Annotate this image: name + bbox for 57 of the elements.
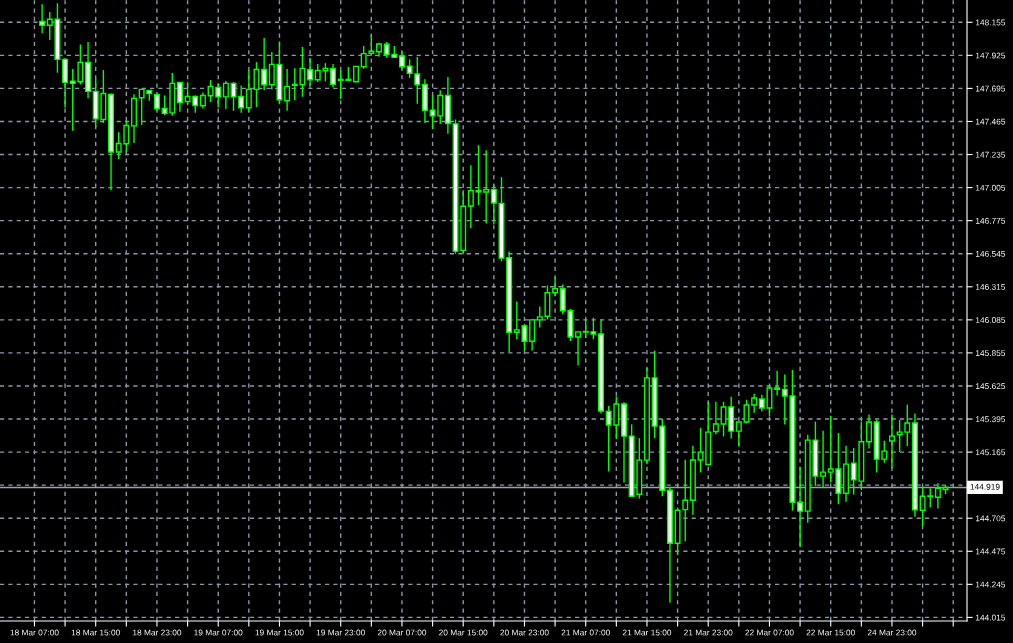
candlestick — [176, 81, 183, 113]
candlestick — [682, 459, 689, 542]
y-tick-label: 145.625 — [975, 383, 1006, 390]
candlestick — [284, 68, 291, 112]
x-tick-label: 18 Mar 15:00 — [71, 629, 120, 636]
y-tick-label: 144.245 — [975, 581, 1006, 588]
candlestick — [934, 482, 941, 510]
candlestick — [222, 80, 229, 110]
y-tick-label: 144.705 — [975, 515, 1006, 522]
x-tick-label: 18 Mar 07:00 — [10, 629, 59, 636]
candlestick — [774, 370, 781, 397]
y-tick-label: 147.695 — [975, 85, 1006, 92]
candlestick — [866, 413, 872, 450]
y-tick-label: 144.475 — [975, 548, 1006, 555]
x-tick-label: 22 Mar 15:00 — [806, 629, 855, 636]
y-tick-label: 144.015 — [975, 614, 1006, 621]
x-tick-label: 19 Mar 23:00 — [316, 629, 365, 636]
x-tick-label: 22 Mar 07:00 — [745, 629, 794, 636]
y-tick-label: 146.775 — [975, 217, 1006, 224]
x-tick-label: 21 Mar 07:00 — [561, 629, 610, 636]
ref-line-label: 144.919 — [970, 483, 1000, 490]
candlestick — [552, 276, 559, 297]
x-tick-label: 20 Mar 23:00 — [500, 629, 549, 636]
x-tick-label: 20 Mar 07:00 — [377, 629, 427, 636]
candlestick — [751, 393, 758, 414]
x-tick-label: 18 Mar 23:00 — [133, 629, 182, 636]
candlestick — [820, 430, 827, 489]
y-tick-label: 146.085 — [975, 317, 1006, 323]
y-tick-label: 145.395 — [975, 416, 1006, 423]
candlestick — [330, 63, 337, 89]
y-tick-label: 147.235 — [975, 151, 1006, 158]
candlestick — [735, 421, 742, 448]
x-tick-label: 19 Mar 07:00 — [194, 629, 243, 636]
x-tick-label: 24 Mar 23:00 — [867, 629, 917, 636]
x-tick-label: 20 Mar 15:00 — [439, 629, 488, 636]
y-tick-label: 146.545 — [975, 250, 1006, 257]
y-tick-label: 146.315 — [975, 283, 1006, 290]
y-tick-label: 147.925 — [975, 52, 1006, 59]
candlestick — [39, 3, 46, 35]
candlestick — [797, 466, 804, 548]
x-tick-label: 19 Mar 15:00 — [255, 629, 304, 636]
x-tick-label: 21 Mar 23:00 — [684, 629, 733, 636]
y-tick-label: 145.855 — [975, 350, 1006, 357]
y-tick-label: 148.155 — [975, 19, 1006, 26]
candlestick — [261, 37, 268, 91]
candlestick — [467, 164, 474, 229]
candlestick — [575, 331, 582, 367]
y-tick-label: 147.005 — [975, 184, 1006, 191]
candlestick — [888, 413, 895, 469]
candlestick — [712, 401, 719, 435]
y-tick-label: 145.165 — [975, 449, 1006, 456]
candlestick — [307, 57, 314, 87]
y-tick-label: 147.465 — [975, 118, 1006, 125]
candlestick — [62, 57, 69, 109]
candlestick — [490, 183, 497, 226]
candlestick — [529, 318, 536, 352]
x-tick-label: 21 Mar 15:00 — [622, 629, 672, 636]
